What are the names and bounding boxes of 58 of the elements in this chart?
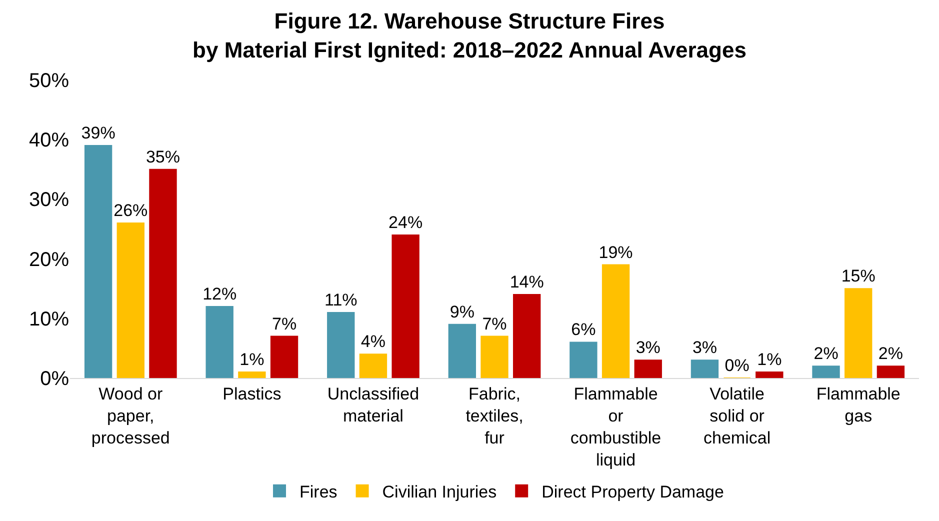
bar — [812, 366, 840, 378]
bar — [756, 372, 784, 378]
bar — [844, 288, 872, 378]
data-label: 9% — [450, 302, 474, 322]
data-label: 26% — [114, 201, 148, 220]
bar — [448, 324, 476, 378]
bar — [149, 168, 177, 378]
bar — [480, 336, 508, 378]
bar — [206, 306, 234, 378]
data-label: 39% — [81, 124, 116, 143]
x-tick-label: Plastics — [222, 384, 282, 404]
data-label: 4% — [360, 332, 386, 352]
y-tick-label: 50% — [28, 70, 70, 92]
y-tick-label: 0% — [40, 368, 70, 390]
data-label: 15% — [841, 266, 876, 286]
legend-label: Fires — [300, 482, 338, 502]
data-label: 11% — [324, 290, 358, 310]
y-tick-label: 10% — [28, 308, 70, 330]
data-label: 7% — [272, 314, 297, 334]
bar — [634, 360, 662, 378]
x-tick-label: Flammable or combustible liquid — [570, 384, 662, 470]
bar — [238, 372, 266, 378]
bar — [116, 222, 144, 378]
data-label: 0% — [724, 356, 750, 375]
data-label: 1% — [757, 350, 782, 370]
x-tick-label: Flammable gas — [816, 384, 900, 426]
x-tick-label: Fabric, textiles, fur — [466, 384, 524, 448]
bar — [327, 312, 355, 378]
x-tick-label: Wood or paper, processed — [91, 384, 170, 448]
data-label: 7% — [482, 314, 507, 334]
bar — [690, 360, 719, 378]
bar — [359, 354, 388, 378]
data-label: 2% — [814, 344, 838, 364]
data-label: 19% — [598, 242, 633, 262]
data-label: 3% — [692, 338, 718, 358]
bar — [876, 366, 905, 378]
data-label: 3% — [636, 338, 660, 358]
bar — [513, 294, 541, 378]
chart-title: Figure 12. Warehouse Structure Fires by Material First Ignited: 2018–2022 Annual Averages — [192, 8, 746, 62]
data-label: 24% — [388, 212, 423, 232]
bar — [392, 234, 420, 378]
bar — [602, 264, 630, 378]
data-label: 2% — [878, 344, 903, 364]
data-label: 6% — [571, 320, 596, 340]
bar — [84, 145, 112, 378]
data-label: 35% — [146, 147, 180, 166]
x-tick-label: Unclassified material — [327, 384, 420, 426]
x-tick-label: Volatile solid or chemical — [704, 384, 771, 448]
bar — [270, 336, 298, 378]
data-label: 12% — [202, 284, 237, 304]
legend-label: Direct Property Damage — [542, 482, 724, 502]
y-tick-label: 40% — [28, 130, 70, 152]
legend-label: Civilian Injuries — [382, 482, 497, 502]
y-tick-label: 30% — [28, 189, 70, 212]
y-tick-label: 20% — [28, 248, 70, 271]
data-label: 1% — [240, 350, 264, 370]
data-label: 14% — [510, 272, 544, 292]
bar — [570, 342, 598, 378]
